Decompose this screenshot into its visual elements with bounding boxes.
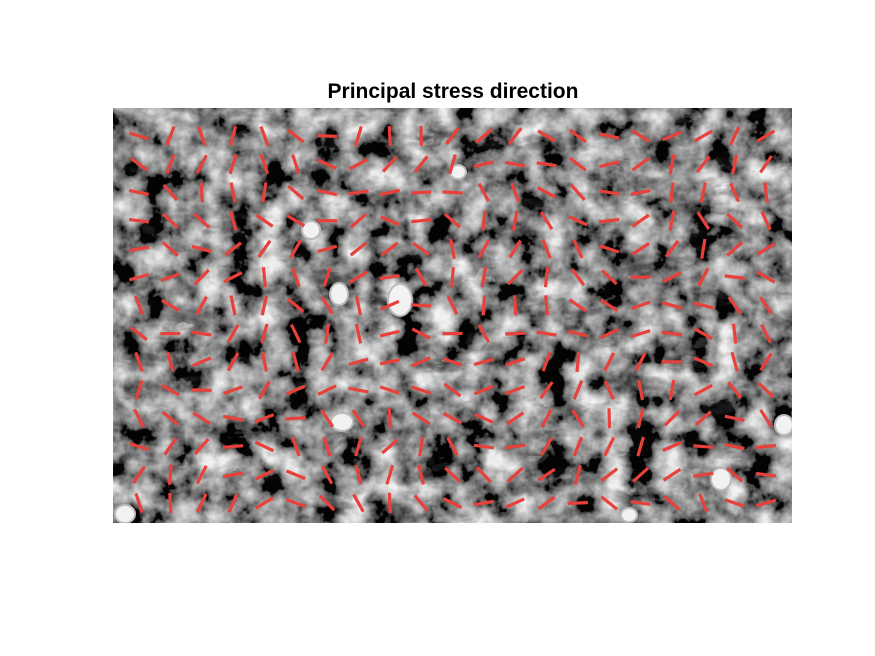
stress-direction-line	[443, 192, 463, 193]
stress-direction-line	[671, 183, 673, 203]
stress-direction-line	[609, 408, 610, 428]
stress-direction-line	[452, 267, 454, 287]
stress-direction-line	[546, 267, 548, 287]
stress-direction-line	[389, 408, 390, 428]
bright-round-cell	[330, 283, 348, 305]
stress-direction-line	[223, 446, 243, 448]
stress-direction-line	[170, 493, 171, 513]
stress-direction-line	[756, 446, 776, 448]
stress-direction-line	[170, 465, 172, 485]
stress-direction-line	[546, 295, 548, 315]
stress-direction-line	[264, 267, 266, 287]
stress-direction-line	[286, 418, 306, 419]
stress-direction-line	[411, 220, 431, 222]
stress-direction-line	[693, 446, 713, 448]
bright-round-cell	[331, 413, 353, 431]
bright-round-cell	[621, 508, 637, 522]
bright-round-cell	[115, 505, 135, 523]
stress-direction-line	[483, 211, 485, 231]
bright-round-cell	[302, 221, 320, 239]
stress-direction-line	[389, 126, 390, 146]
stress-direction-line	[411, 192, 431, 193]
stress-direction-line	[483, 295, 484, 315]
stress-direction-line	[389, 493, 390, 513]
stress-map-plot	[113, 108, 792, 523]
stress-direction-line	[201, 183, 203, 203]
stress-direction-line	[765, 183, 767, 203]
stress-direction-line	[317, 136, 337, 137]
bright-round-cell	[775, 415, 792, 435]
bright-round-cell	[711, 468, 731, 490]
stress-direction-line	[734, 324, 736, 344]
stress-direction-line	[515, 295, 516, 315]
stress-direction-line	[411, 305, 431, 306]
figure-title: Principal stress direction	[0, 80, 875, 104]
stress-direction-line	[577, 352, 579, 372]
bright-round-cell	[388, 284, 412, 316]
stress-direction-line	[568, 503, 588, 504]
stress-direction-line	[505, 333, 525, 334]
